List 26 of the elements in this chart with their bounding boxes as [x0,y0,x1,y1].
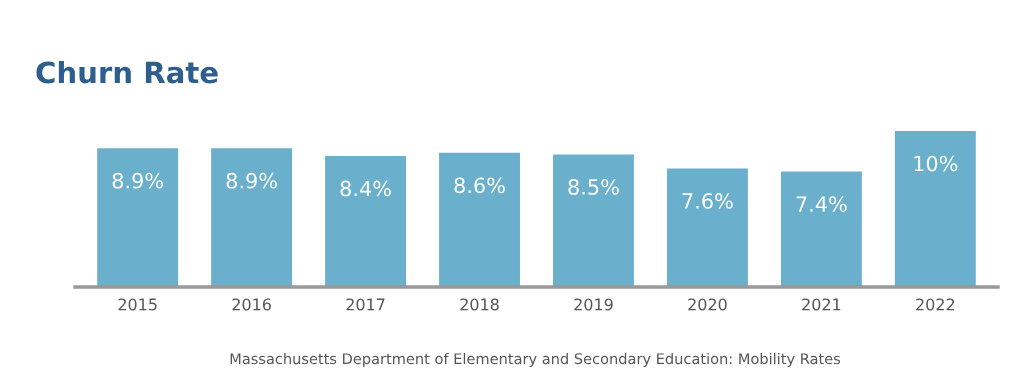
bar [666,168,748,287]
bar [780,171,862,287]
data-label: 8.6% [454,177,505,194]
chart-title: Churn Rate [36,60,218,84]
x-tick-label: 2015 [118,298,157,311]
data-label: 10% [914,155,958,172]
bar [325,155,407,287]
x-tick-label: 2020 [688,298,727,311]
data-label: 8.9% [226,172,277,189]
data-label: 8.5% [568,179,619,195]
x-tick-label: 2016 [232,298,271,311]
data-label: 8.9% [112,172,163,189]
data-label: 7.4% [796,196,847,212]
x-tick-label: 2019 [574,298,613,311]
bar [553,154,634,287]
x-tick-label: 2021 [802,298,841,311]
bar [97,148,179,287]
x-tick-label: 2018 [460,298,499,311]
text: Massachusetts Department of Elementary and Secondary Education: Mobility Rates [230,352,841,368]
x-tick-label: 2017 [346,298,385,311]
bar [211,148,293,287]
data-label: 7.6% [682,193,733,209]
bar [439,152,520,287]
data-label: 8.4% [340,180,391,197]
bar [894,131,976,287]
x-tick-label: 2022 [916,298,955,311]
